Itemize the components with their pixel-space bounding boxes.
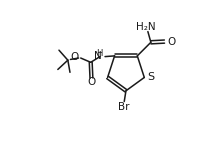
Text: H: H — [96, 49, 102, 58]
Text: S: S — [147, 73, 155, 83]
Text: Br: Br — [118, 102, 130, 112]
Text: O: O — [167, 37, 175, 47]
Text: N: N — [94, 51, 102, 61]
Text: H₂N: H₂N — [136, 22, 156, 32]
Text: O: O — [87, 77, 95, 87]
Text: O: O — [71, 52, 79, 62]
